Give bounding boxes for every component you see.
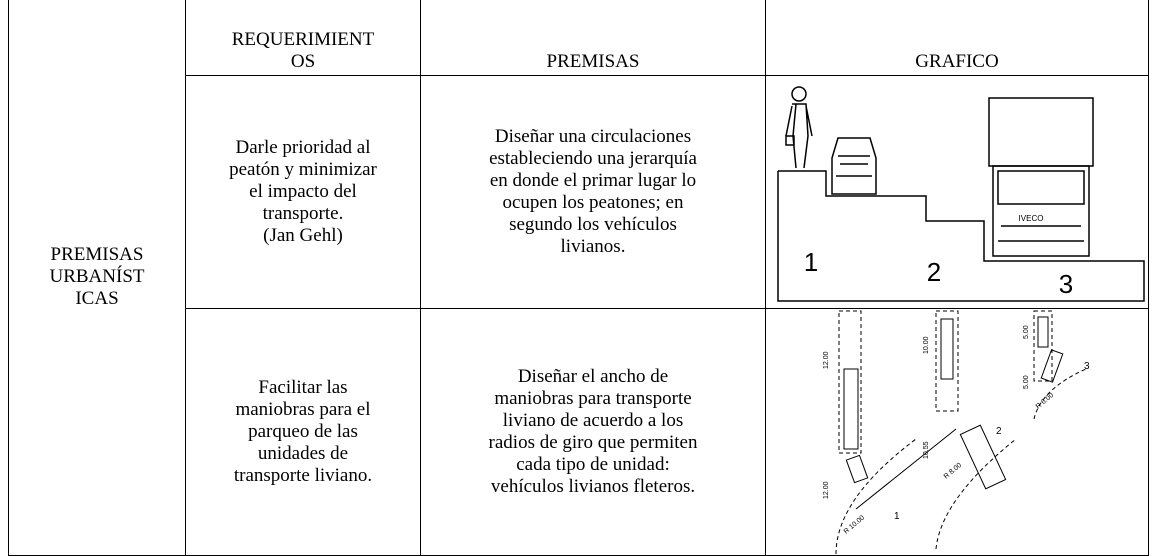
radius-label: R 6.00 xyxy=(1035,391,1055,410)
cell-text-line: en donde el primar lugar lo xyxy=(489,169,697,191)
graphic-label: 1 xyxy=(804,247,818,277)
cell-text-line: vehículos livianos fleteros. xyxy=(490,475,696,497)
cell-text-line: el impacto del xyxy=(249,180,357,202)
graphic-label: 2 xyxy=(996,426,1002,437)
requirement-cell: Darle prioridad al peatón y minimizar el i… xyxy=(185,74,421,309)
premise-cell: Diseñar el ancho de maniobras para transp… xyxy=(420,307,766,556)
cell-text-line: ocupen los peatones; en xyxy=(502,191,684,213)
cell-text-line: Diseñar una circulaciones xyxy=(494,125,692,147)
radius-label: R 8.00 xyxy=(943,461,963,480)
levels-graphic: IVECO 1 2 3 xyxy=(777,85,1145,302)
graphic-cell: 12.00 12.00 10.00 10.55 5.00 5.00 R 10.0… xyxy=(765,307,1149,556)
cell-text-line: liviano de acuerdo a los xyxy=(502,409,684,431)
header-cell: GRAFICO xyxy=(765,0,1149,76)
dimension-label: 12.00 xyxy=(823,351,830,369)
dimension-label: 5.00 xyxy=(1023,375,1030,389)
cell-text-line: radios de giro que permiten xyxy=(488,431,698,453)
radius-label: R 10.00 xyxy=(843,514,866,535)
cell-text-line: ICAS xyxy=(75,288,119,310)
parking-graphic: 12.00 12.00 10.00 10.55 5.00 5.00 R 10.0… xyxy=(823,310,1090,554)
cell-text-line: (Jan Gehl) xyxy=(263,224,343,246)
cell-text-line: transporte liviano. xyxy=(233,464,373,486)
dimension-label: 10.00 xyxy=(923,336,930,354)
cell-text-line: Diseñar el ancho de xyxy=(517,365,669,387)
cell-text-line: estableciendo una jerarquía xyxy=(489,147,697,169)
requirement-cell: Facilitar las maniobras para el parqueo de… xyxy=(185,307,421,556)
cell-text-line: segundo los vehículos xyxy=(509,213,677,235)
cell-text-line: transporte. xyxy=(262,202,344,224)
dimension-label: 12.00 xyxy=(823,481,830,499)
cell-text-line: maniobras para el xyxy=(235,398,371,420)
premises-table: PREMISAS URBANÍST ICAS REQUERIMIENT OS PREM… xyxy=(8,0,1149,556)
cell-text-line: maniobras para transporte xyxy=(494,387,692,409)
graphic-label: 3 xyxy=(1059,269,1073,299)
graphic-label: 3 xyxy=(1084,361,1090,372)
cell-text-line: livianos. xyxy=(560,235,626,257)
cell-text-line: unidades de xyxy=(257,442,349,464)
graphic-label: 2 xyxy=(927,257,941,287)
cell-text-line: PREMISAS xyxy=(546,50,640,72)
cell-text-line: peatón y minimizar xyxy=(229,158,377,180)
dimension-label: 5.00 xyxy=(1023,325,1030,339)
header-cell: REQUERIMIENT OS xyxy=(185,0,421,76)
cell-text-line: URBANÍST xyxy=(49,266,145,288)
group-cell: PREMISAS URBANÍST ICAS xyxy=(8,0,186,556)
graphic-label: IVECO xyxy=(1019,214,1044,223)
graphic-label: 1 xyxy=(894,511,900,522)
cell-text-line: GRAFICO xyxy=(915,50,999,72)
cell-text-line: parqueo de las xyxy=(248,420,358,442)
cell-text-line: REQUERIMIENT xyxy=(231,28,375,50)
graphic-cell: IVECO 1 2 3 xyxy=(765,74,1149,309)
dimension-label: 10.55 xyxy=(923,441,930,459)
cell-text-line: cada tipo de unidad: xyxy=(516,453,670,475)
cell-text-line: OS xyxy=(290,50,316,72)
cell-text-line: Darle prioridad al xyxy=(235,136,371,158)
premise-cell: Diseñar una circulaciones estableciendo u… xyxy=(420,74,766,309)
cell-text-line: PREMISAS xyxy=(50,244,144,266)
header-cell: PREMISAS xyxy=(420,0,766,76)
cell-text-line: Facilitar las xyxy=(258,376,348,398)
